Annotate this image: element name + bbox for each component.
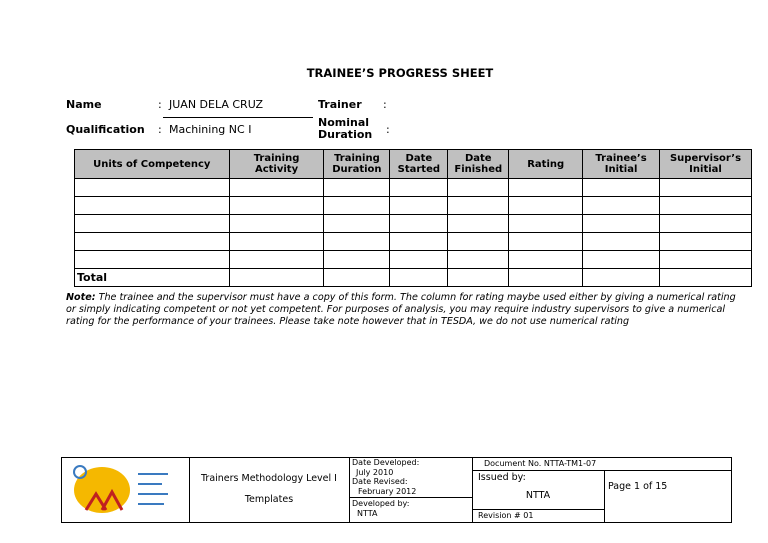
page-number: Page 1 of 15 bbox=[608, 481, 668, 492]
table-cell[interactable] bbox=[582, 232, 661, 251]
table-cell[interactable] bbox=[389, 232, 449, 251]
table-cell[interactable] bbox=[389, 196, 449, 215]
table-cell[interactable] bbox=[447, 196, 510, 215]
table-cell[interactable] bbox=[659, 232, 752, 251]
name-value: JUAN DELA CRUZ bbox=[169, 98, 264, 111]
document-footer: Trainers Methodology Level I Templates D… bbox=[61, 457, 732, 523]
table-cell[interactable] bbox=[74, 232, 230, 251]
table-cell[interactable] bbox=[447, 232, 510, 251]
date-revised-label: Date Revised: bbox=[352, 477, 408, 486]
page-title: TRAINEE’S PROGRESS SHEET bbox=[306, 66, 494, 80]
col-header: Training Duration bbox=[323, 149, 391, 179]
table-cell[interactable] bbox=[389, 178, 449, 197]
table-cell[interactable] bbox=[659, 178, 752, 197]
table-cell[interactable] bbox=[228, 268, 325, 287]
table-cell[interactable] bbox=[323, 178, 391, 197]
table-cell[interactable] bbox=[447, 178, 510, 197]
table-row bbox=[74, 250, 752, 269]
table-cell[interactable] bbox=[228, 178, 325, 197]
col-header: Date Finished bbox=[447, 149, 510, 179]
table-cell[interactable] bbox=[508, 268, 584, 287]
developed-by: NTTA bbox=[357, 509, 378, 518]
table-cell[interactable] bbox=[228, 196, 325, 215]
table-cell[interactable] bbox=[582, 214, 661, 233]
revision: Revision # 01 bbox=[478, 511, 534, 520]
date-revised: February 2012 bbox=[358, 486, 417, 496]
qualification-label: Qualification bbox=[66, 123, 145, 136]
total-row: Total bbox=[74, 268, 752, 287]
table-cell[interactable] bbox=[659, 196, 752, 215]
table-cell[interactable] bbox=[508, 178, 584, 197]
col-header: Supervisor’s Initial bbox=[659, 149, 752, 179]
table-cell[interactable] bbox=[582, 250, 661, 269]
duration-text: Duration bbox=[318, 128, 373, 141]
document-number: Document No. NTTA-TM1-07 bbox=[484, 459, 597, 468]
table-cell[interactable] bbox=[323, 214, 391, 233]
table-cell[interactable] bbox=[659, 250, 752, 269]
table-cell[interactable] bbox=[447, 214, 510, 233]
table-cell[interactable] bbox=[74, 178, 230, 197]
course-name: Trainers Methodology Level I bbox=[201, 473, 337, 484]
table-cell[interactable] bbox=[323, 268, 391, 287]
nominal-colon: : bbox=[386, 123, 390, 136]
table-cell[interactable] bbox=[228, 232, 325, 251]
col-header: Trainee’s Initial bbox=[582, 149, 661, 179]
table-cell[interactable] bbox=[228, 250, 325, 269]
table-cell[interactable] bbox=[74, 250, 230, 269]
issued-by-label: Issued by: bbox=[478, 472, 526, 483]
name-label: Name bbox=[66, 98, 102, 111]
table-cell[interactable] bbox=[582, 178, 661, 197]
nominal-text: Nominal bbox=[318, 116, 370, 129]
table-cell[interactable] bbox=[659, 268, 752, 287]
table-cell[interactable] bbox=[447, 250, 510, 269]
col-header: Units of Competency bbox=[74, 149, 230, 179]
table-row bbox=[74, 178, 752, 197]
col-header: Date Started bbox=[389, 149, 449, 179]
qualification-value: Machining NC I bbox=[169, 123, 252, 136]
progress-table: Units of Competency Training Activity Tr… bbox=[74, 149, 752, 287]
header-row: Units of Competency Training Activity Tr… bbox=[74, 149, 752, 179]
table-cell[interactable] bbox=[389, 250, 449, 269]
table-cell[interactable] bbox=[323, 250, 391, 269]
col-header: Rating bbox=[508, 149, 584, 179]
table-cell[interactable] bbox=[389, 268, 449, 287]
note: Note: The trainee and the supervisor mus… bbox=[66, 292, 746, 328]
table-cell[interactable] bbox=[74, 196, 230, 215]
table-row bbox=[74, 196, 752, 215]
table-row bbox=[74, 214, 752, 233]
trainer-label: Trainer bbox=[318, 98, 362, 111]
date-developed: July 2010 bbox=[356, 467, 394, 477]
table-cell[interactable] bbox=[447, 268, 510, 287]
table-cell[interactable] bbox=[508, 214, 584, 233]
date-developed-label: Date Developed: bbox=[352, 458, 420, 467]
name-underline bbox=[163, 117, 313, 118]
table-cell[interactable] bbox=[323, 196, 391, 215]
module-name: Templates bbox=[244, 494, 294, 505]
name-colon: : bbox=[158, 98, 162, 111]
table-cell[interactable] bbox=[508, 250, 584, 269]
nominal-duration-label: Nominal Duration bbox=[318, 117, 372, 141]
note-text: The trainee and the supervisor must have… bbox=[66, 292, 736, 327]
developed-by-label: Developed by: bbox=[352, 499, 410, 508]
qualification-colon: : bbox=[158, 123, 162, 136]
ntta-logo bbox=[72, 464, 182, 516]
table-cell[interactable] bbox=[582, 268, 661, 287]
note-prefix: Note: bbox=[66, 292, 96, 303]
trainer-colon: : bbox=[383, 98, 387, 111]
issued-by: NTTA bbox=[525, 490, 551, 501]
table-row bbox=[74, 232, 752, 251]
table-cell[interactable] bbox=[228, 214, 325, 233]
table-cell[interactable] bbox=[389, 214, 449, 233]
col-header: Training Activity bbox=[228, 149, 325, 179]
table-cell[interactable] bbox=[582, 196, 661, 215]
table-cell[interactable] bbox=[74, 214, 230, 233]
table-cell[interactable] bbox=[508, 196, 584, 215]
table-cell[interactable] bbox=[508, 232, 584, 251]
table-cell[interactable] bbox=[323, 232, 391, 251]
table-cell[interactable] bbox=[659, 214, 752, 233]
total-label: Total bbox=[74, 268, 230, 287]
